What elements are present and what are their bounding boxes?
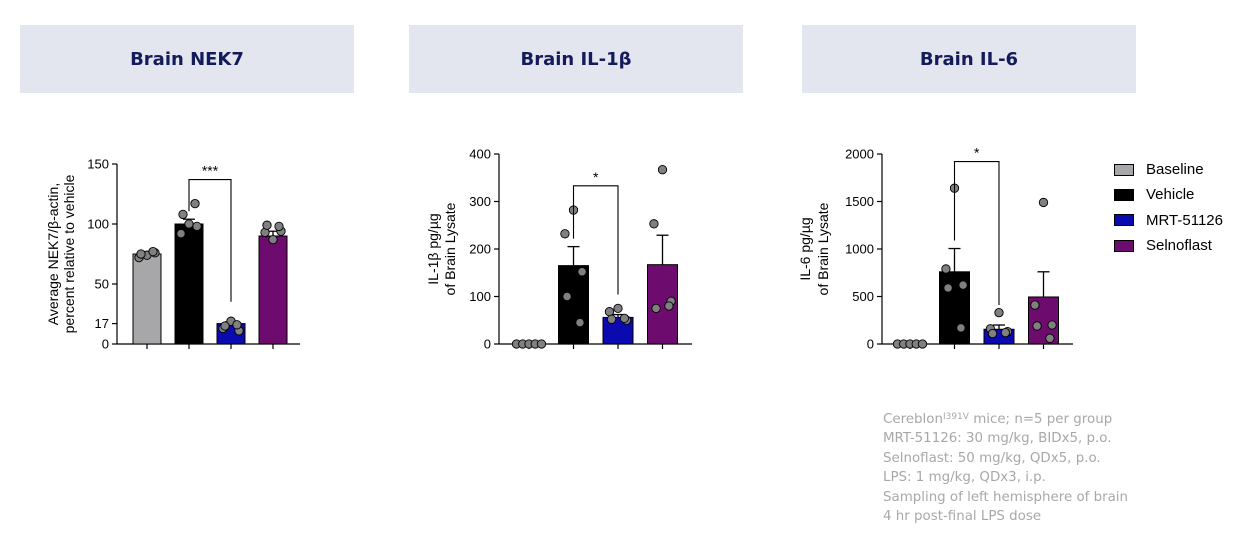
data-point (220, 321, 230, 331)
legend-swatch (1114, 188, 1134, 201)
data-point (619, 313, 630, 323)
chart-title: Brain NEK7 (130, 48, 244, 70)
bar-selnoflast (258, 235, 288, 345)
y-tick-label: 100 (469, 289, 491, 304)
data-point (613, 303, 623, 314)
y-axis-title: IL-1β pg/µg (425, 213, 441, 284)
significance-label: *** (202, 163, 219, 179)
data-point (536, 339, 547, 349)
note-line: MRT-51126: 30 mg/kg, BIDx5, p.o. (883, 431, 1112, 447)
data-point (192, 221, 202, 232)
legend: Baseline Vehicle MRT-51126 Selnoflast (1114, 157, 1223, 258)
data-point (1000, 327, 1011, 338)
significance-bracket (188, 179, 232, 302)
y-tick-label: 17 (95, 316, 109, 331)
legend-label: Selnoflast (1146, 237, 1212, 255)
y-tick-label: 100 (87, 217, 109, 232)
data-point (994, 307, 1004, 318)
y-axis-title: of Brain Lysate (442, 202, 458, 295)
significance-label: * (593, 169, 599, 185)
data-point (176, 228, 186, 239)
legend-swatch (1114, 163, 1134, 176)
y-tick-label: 50 (95, 277, 109, 292)
y-tick-label: 0 (484, 337, 491, 352)
y-tick-label: 200 (469, 242, 491, 257)
significance-label: * (974, 145, 980, 161)
data-point (664, 301, 674, 311)
data-point (1038, 197, 1049, 208)
chart-title: Brain IL-1β (520, 48, 632, 70)
data-point (560, 229, 570, 239)
y-tick-label: 1500 (845, 194, 874, 209)
data-point (274, 221, 284, 232)
y-tick-label: 500 (852, 289, 874, 304)
data-point (1047, 320, 1057, 330)
data-point (575, 317, 585, 328)
legend-item-mrt: MRT-51126 (1114, 208, 1223, 233)
note-line: LPS: 1 mg/kg, QDx3, i.p. (883, 470, 1046, 486)
data-point (562, 291, 572, 302)
data-point (956, 323, 966, 333)
legend-label: Vehicle (1146, 186, 1195, 204)
legend-item-vehicle: Vehicle (1114, 182, 1223, 207)
data-point (184, 219, 194, 229)
y-tick-label: 2000 (845, 147, 874, 162)
data-point (941, 264, 951, 274)
data-point (178, 209, 188, 220)
data-point (262, 220, 272, 230)
y-tick-label: 0 (867, 337, 874, 352)
data-point (232, 320, 242, 330)
y-tick-label: 0 (102, 337, 109, 352)
legend-swatch (1114, 239, 1134, 252)
data-point (958, 280, 968, 290)
note-mutation-superscript: I391V (942, 412, 969, 422)
significance-bracket (572, 185, 619, 295)
y-tick-label: 1000 (845, 242, 874, 257)
data-point (604, 307, 615, 317)
data-point (657, 165, 668, 175)
legend-item-selnoflast: Selnoflast (1114, 233, 1223, 258)
bar-vehicle (558, 265, 589, 345)
note-group-size: mice; n=5 per group (968, 412, 1113, 427)
significance-bracket (953, 161, 1000, 305)
data-point (136, 249, 146, 259)
note-line: Sampling of left hemisphere of brain (883, 489, 1129, 505)
legend-item-baseline: Baseline (1114, 157, 1223, 182)
note-line: CereblonI391V mice; n=5 per group (883, 410, 1128, 429)
y-axis-title: IL-6 pg/µg (797, 217, 813, 280)
study-notes: CereblonI391V mice; n=5 per group MRT-51… (883, 410, 1128, 526)
y-tick-label: 300 (469, 194, 491, 209)
note-line: Selnoflast: 50 mg/kg, QDx5, p.o. (883, 450, 1101, 466)
legend-label: Baseline (1146, 161, 1204, 179)
y-axis-title: of Brain Lysate (815, 202, 831, 295)
y-axis-title: percent relative to vehicle (61, 174, 77, 333)
data-point (606, 314, 617, 324)
data-point (1032, 321, 1042, 331)
y-axis-title: Average NEK7/β-actin, (45, 183, 61, 325)
panel-header-il1b: Brain IL-1β (409, 25, 743, 93)
panel-header-il6: Brain IL-6 (802, 25, 1136, 93)
data-point (577, 267, 587, 277)
data-point (148, 246, 158, 257)
panel-header-nek7: Brain NEK7 (20, 25, 354, 93)
data-point (1030, 300, 1040, 310)
data-point (268, 234, 278, 245)
chart-title: Brain IL-6 (919, 48, 1019, 70)
legend-swatch (1114, 214, 1134, 227)
bar-vehicle (174, 223, 204, 345)
data-point (917, 339, 928, 349)
data-point (943, 283, 953, 293)
data-point (651, 303, 661, 314)
y-tick-label: 150 (87, 157, 109, 172)
y-tick-label: 400 (469, 147, 491, 162)
data-point (190, 198, 200, 209)
bar-baseline (132, 253, 162, 345)
note-line: 4 hr post-final LPS dose (883, 509, 1042, 525)
note-mouse-model: Cereblon (883, 412, 943, 427)
data-point (649, 219, 659, 229)
data-point (1045, 333, 1055, 343)
legend-label: MRT-51126 (1146, 211, 1223, 229)
data-point (987, 328, 998, 339)
